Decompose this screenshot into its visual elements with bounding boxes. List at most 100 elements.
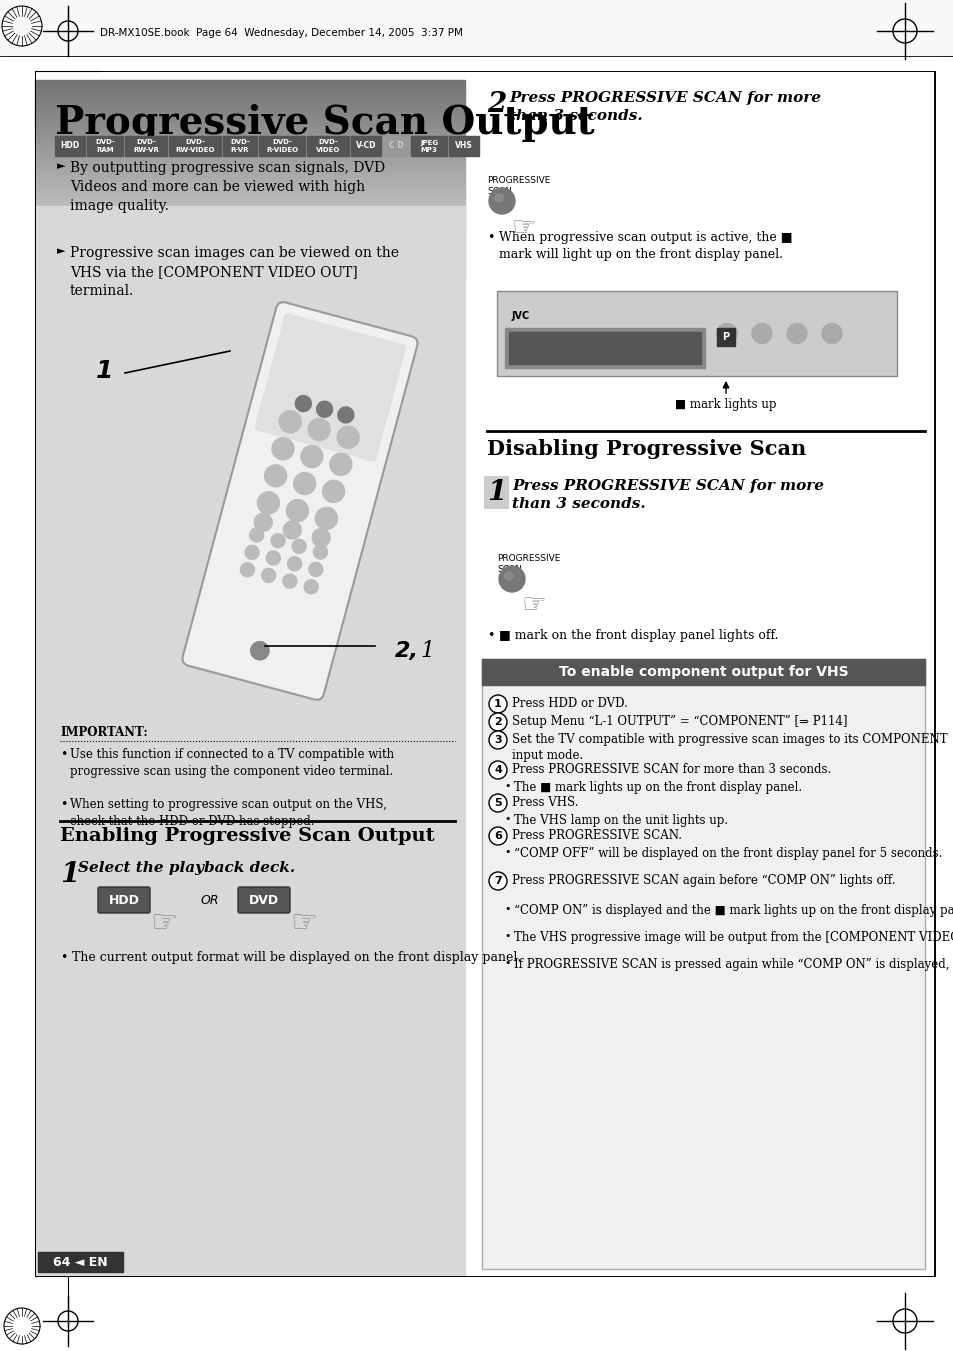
Bar bbox=[449, 136, 478, 155]
Bar bbox=[0, 0, 953, 55]
Text: 2,: 2, bbox=[395, 640, 418, 661]
Bar bbox=[35, 205, 464, 1275]
FancyBboxPatch shape bbox=[182, 303, 417, 700]
Text: Press PROGRESSIVE SCAN for more than 3 seconds.: Press PROGRESSIVE SCAN for more than 3 s… bbox=[512, 763, 830, 775]
Bar bbox=[351, 136, 380, 155]
Text: DVD-: DVD- bbox=[230, 139, 250, 146]
Circle shape bbox=[317, 508, 335, 526]
Text: P: P bbox=[721, 332, 729, 342]
Text: ►: ► bbox=[57, 246, 66, 255]
Circle shape bbox=[304, 580, 318, 594]
Text: 4: 4 bbox=[494, 765, 501, 775]
Circle shape bbox=[308, 419, 330, 440]
Text: •: • bbox=[503, 904, 510, 915]
Text: •: • bbox=[486, 231, 494, 245]
Text: DVD-: DVD- bbox=[272, 139, 292, 146]
Text: RAM: RAM bbox=[96, 146, 113, 153]
Text: By outputting progressive scan signals, DVD
Videos and more can be viewed with h: By outputting progressive scan signals, … bbox=[70, 161, 385, 213]
Bar bbox=[125, 136, 167, 155]
Circle shape bbox=[322, 481, 344, 503]
Circle shape bbox=[504, 571, 513, 580]
Text: 5: 5 bbox=[494, 798, 501, 808]
Text: Setup Menu “L-1 OUTPUT” = “COMPONENT” [⇒ P114]: Setup Menu “L-1 OUTPUT” = “COMPONENT” [⇒… bbox=[512, 715, 846, 728]
Text: HDD: HDD bbox=[60, 142, 79, 150]
Circle shape bbox=[489, 694, 506, 713]
Text: OR: OR bbox=[200, 893, 219, 907]
Bar bbox=[481, 659, 924, 685]
Text: When setting to progressive scan output on the VHS,
check that the HDD or DVD ha: When setting to progressive scan output … bbox=[70, 798, 387, 828]
Circle shape bbox=[495, 195, 502, 203]
Circle shape bbox=[279, 411, 301, 432]
Text: Press HDD or DVD.: Press HDD or DVD. bbox=[512, 697, 627, 711]
Text: “COMP ON” is displayed and the ■ mark lights up on the front display panel.: “COMP ON” is displayed and the ■ mark li… bbox=[514, 904, 953, 917]
Text: ☞: ☞ bbox=[150, 909, 177, 938]
Text: •: • bbox=[503, 847, 510, 857]
Text: DVD-: DVD- bbox=[95, 139, 114, 146]
Circle shape bbox=[292, 539, 306, 554]
Circle shape bbox=[489, 871, 506, 890]
Text: ☞: ☞ bbox=[521, 590, 546, 619]
Text: DVD: DVD bbox=[249, 893, 279, 907]
Text: MP3: MP3 bbox=[420, 146, 437, 153]
Text: 2: 2 bbox=[486, 91, 506, 118]
Text: VIDEO: VIDEO bbox=[315, 146, 340, 153]
Text: “COMP OFF” will be displayed on the front display panel for 5 seconds.: “COMP OFF” will be displayed on the fron… bbox=[514, 847, 942, 861]
Text: DVD-: DVD- bbox=[317, 139, 337, 146]
Text: Disabling Progressive Scan: Disabling Progressive Scan bbox=[486, 439, 805, 459]
Circle shape bbox=[786, 323, 806, 343]
Circle shape bbox=[295, 396, 311, 412]
Circle shape bbox=[257, 492, 279, 513]
Text: •: • bbox=[503, 958, 510, 969]
Text: •: • bbox=[503, 781, 510, 790]
Text: HDD: HDD bbox=[109, 893, 139, 907]
Bar bbox=[382, 136, 409, 155]
Text: Press PROGRESSIVE SCAN for more
than 3 seconds.: Press PROGRESSIVE SCAN for more than 3 s… bbox=[512, 480, 823, 512]
Text: The current output format will be displayed on the front display panel.: The current output format will be displa… bbox=[71, 951, 520, 965]
Text: JPEG: JPEG bbox=[419, 139, 437, 146]
Circle shape bbox=[751, 323, 771, 343]
Bar bbox=[223, 136, 256, 155]
Circle shape bbox=[251, 642, 269, 659]
Bar bbox=[504, 328, 704, 367]
Bar bbox=[717, 328, 734, 346]
Text: 1: 1 bbox=[486, 480, 506, 507]
Text: IMPORTANT:: IMPORTANT: bbox=[60, 725, 148, 739]
Circle shape bbox=[251, 642, 269, 659]
Circle shape bbox=[489, 794, 506, 812]
Text: ■ mark on the front display panel lights off.: ■ mark on the front display panel lights… bbox=[498, 630, 778, 642]
Text: 3: 3 bbox=[494, 735, 501, 744]
Text: Press PROGRESSIVE SCAN.: Press PROGRESSIVE SCAN. bbox=[512, 830, 681, 842]
Text: •: • bbox=[486, 630, 494, 642]
Circle shape bbox=[294, 473, 315, 494]
Circle shape bbox=[717, 323, 737, 343]
Circle shape bbox=[287, 557, 301, 570]
Circle shape bbox=[311, 420, 327, 436]
Circle shape bbox=[261, 569, 275, 582]
FancyBboxPatch shape bbox=[98, 888, 150, 913]
Text: R-VIDEO: R-VIDEO bbox=[266, 146, 297, 153]
Text: •: • bbox=[503, 815, 510, 824]
Text: •: • bbox=[60, 798, 68, 811]
Bar bbox=[169, 136, 221, 155]
Text: 7: 7 bbox=[494, 875, 501, 886]
Text: PROGRESSIVE
SCAN: PROGRESSIVE SCAN bbox=[497, 554, 559, 574]
Bar bbox=[55, 136, 85, 155]
Text: DVD-: DVD- bbox=[136, 139, 155, 146]
Text: DVD-: DVD- bbox=[185, 139, 205, 146]
Text: ☞: ☞ bbox=[512, 213, 537, 242]
Circle shape bbox=[289, 500, 307, 517]
Bar bbox=[307, 136, 349, 155]
Text: The ■ mark lights up on the front display panel.: The ■ mark lights up on the front displa… bbox=[514, 781, 801, 794]
Circle shape bbox=[245, 546, 259, 559]
Circle shape bbox=[489, 188, 515, 213]
Text: DR-MX10SE.book  Page 64  Wednesday, December 14, 2005  3:37 PM: DR-MX10SE.book Page 64 Wednesday, Decemb… bbox=[100, 28, 462, 38]
Text: 64 ◄ EN: 64 ◄ EN bbox=[52, 1255, 107, 1269]
Text: ■ mark lights up: ■ mark lights up bbox=[675, 399, 776, 411]
Bar bbox=[411, 136, 447, 155]
Text: ►: ► bbox=[57, 161, 66, 172]
Text: Press PROGRESSIVE SCAN for more
than 3 seconds.: Press PROGRESSIVE SCAN for more than 3 s… bbox=[509, 91, 821, 123]
Text: Progressive Scan Output: Progressive Scan Output bbox=[55, 103, 594, 142]
Circle shape bbox=[314, 544, 327, 559]
Text: 1: 1 bbox=[96, 359, 113, 382]
Text: Press PROGRESSIVE SCAN again before “COMP ON” lights off.: Press PROGRESSIVE SCAN again before “COM… bbox=[512, 874, 895, 888]
